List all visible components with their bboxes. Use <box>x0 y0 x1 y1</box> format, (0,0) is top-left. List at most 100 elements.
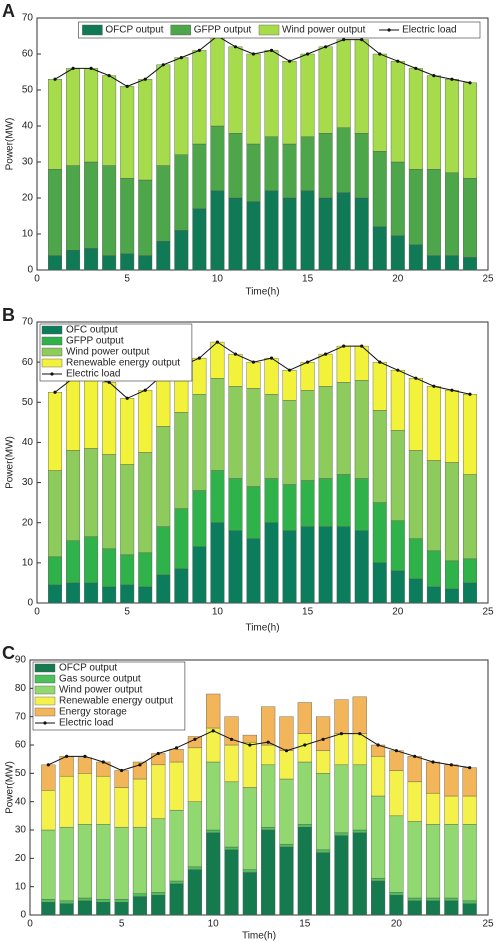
bar-segment <box>264 394 279 479</box>
load-point <box>432 384 436 388</box>
bar-segment <box>282 400 297 485</box>
bar-segment <box>114 770 129 788</box>
bar-segment <box>120 86 135 179</box>
bar-segment <box>59 826 74 902</box>
bar-segment <box>169 809 184 882</box>
load-point <box>396 368 400 372</box>
legend-label: GFPP output <box>194 25 252 36</box>
bar-segment <box>114 899 129 903</box>
bar-segment <box>77 897 93 902</box>
load-point <box>413 754 417 758</box>
bar-segment <box>408 578 423 604</box>
bar-segment <box>228 197 243 271</box>
bar-segment <box>408 244 423 271</box>
bar-segment <box>426 460 441 552</box>
bar-segment <box>389 815 404 893</box>
bar-segment <box>174 508 189 570</box>
bar-segment <box>246 388 261 487</box>
load-point <box>53 77 57 81</box>
bar-segment <box>318 526 333 604</box>
bar-segment <box>210 522 225 604</box>
bar-segment <box>151 892 166 896</box>
bar-segment <box>77 757 93 774</box>
bar-segment <box>246 361 261 389</box>
bar-segment <box>462 474 477 560</box>
load-point <box>89 66 93 70</box>
bar-segment <box>318 132 333 199</box>
load-point <box>197 48 201 53</box>
bar-segment <box>261 706 276 746</box>
legend-swatch <box>34 674 56 684</box>
bar-segment <box>371 795 386 879</box>
load-point <box>450 77 454 81</box>
bar-segment <box>444 897 459 902</box>
load-point <box>394 749 398 753</box>
bar-segment <box>48 392 63 471</box>
bar-segment <box>261 826 276 831</box>
bar-segment <box>352 764 367 831</box>
bar-segment <box>336 382 351 475</box>
bar-segment <box>444 588 459 604</box>
legend-label: OFCP output <box>105 25 163 36</box>
load-line <box>48 730 470 772</box>
bar-segment <box>300 190 315 271</box>
load-point <box>65 754 69 758</box>
bar-segment <box>444 795 459 825</box>
x-tick-label: 25 <box>482 274 494 285</box>
y-tick-label: 60 <box>22 357 34 368</box>
panel-label: C <box>2 643 15 663</box>
load-point <box>432 74 436 78</box>
legend-swatch <box>170 24 191 36</box>
legend-label: OFCP output <box>59 663 117 674</box>
x-axis-label: Time(h) <box>245 623 279 634</box>
bar-segment <box>334 835 349 916</box>
bar-segment <box>96 775 111 825</box>
x-tick-label: 10 <box>208 919 220 930</box>
bar-segment <box>156 165 171 242</box>
load-point <box>450 388 454 392</box>
load-point <box>101 760 105 764</box>
bar-segment <box>210 190 225 271</box>
bar-segment <box>192 394 207 491</box>
y-tick-label: 50 <box>15 768 27 779</box>
bar-segment <box>210 125 225 192</box>
bar-segment <box>372 226 387 271</box>
bar-segment <box>96 902 111 916</box>
load-point <box>306 360 310 364</box>
legend-box <box>39 323 193 382</box>
bar-segment <box>300 361 315 391</box>
bar-segment <box>279 843 294 848</box>
bar-segment <box>48 584 63 604</box>
legend-swatch <box>41 347 63 357</box>
legend-label: Electric load <box>66 369 120 380</box>
bar-segment <box>297 826 312 916</box>
bar-segment <box>228 353 243 387</box>
y-tick-label: 40 <box>22 437 34 448</box>
bar-segment <box>444 172 459 256</box>
bar-segment <box>120 177 135 254</box>
y-tick-label: 80 <box>15 683 27 694</box>
legend-swatch <box>41 336 63 346</box>
load-point <box>215 340 219 344</box>
bar-segment <box>84 248 99 271</box>
bar-segment <box>354 132 369 199</box>
x-tick-label: 20 <box>392 607 404 618</box>
bar-segment <box>462 900 477 904</box>
legend-label: GFPP output <box>66 336 124 347</box>
y-tick-label: 50 <box>22 397 34 408</box>
bar-segment <box>261 764 276 828</box>
bar-segment <box>426 386 441 461</box>
bar-segment <box>206 693 221 729</box>
bar-segment <box>77 900 93 916</box>
bar-segment <box>444 560 459 590</box>
bar-segment <box>120 398 135 465</box>
bar-segment <box>372 502 387 564</box>
bar-segment <box>174 230 189 271</box>
bar-segment <box>444 764 459 797</box>
load-point <box>251 52 256 56</box>
bar-segment <box>242 734 257 743</box>
bar-segment <box>242 872 257 916</box>
bar-segment <box>462 82 477 179</box>
bar-segment <box>425 761 441 794</box>
bar-segment <box>120 253 135 271</box>
